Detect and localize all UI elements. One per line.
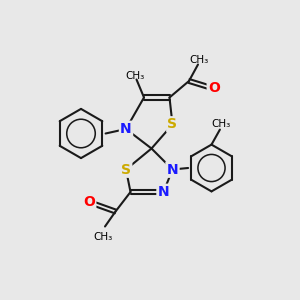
Text: N: N [167, 163, 178, 176]
Text: O: O [83, 196, 95, 209]
Text: N: N [158, 185, 169, 199]
Text: CH₃: CH₃ [212, 119, 231, 129]
Text: N: N [120, 122, 132, 136]
Text: CH₃: CH₃ [190, 55, 209, 65]
Text: CH₃: CH₃ [94, 232, 113, 242]
Text: CH₃: CH₃ [125, 71, 145, 81]
Text: O: O [208, 82, 220, 95]
Text: S: S [167, 118, 178, 131]
Text: S: S [121, 163, 131, 176]
